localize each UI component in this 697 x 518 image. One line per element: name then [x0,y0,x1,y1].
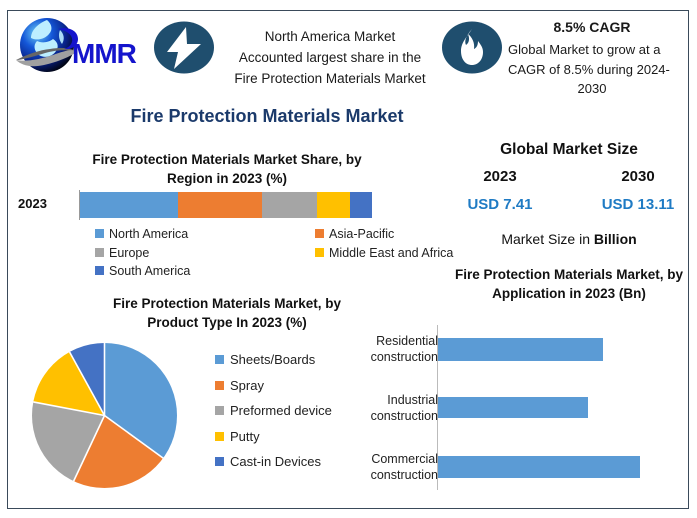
svg-text:MMR: MMR [72,38,137,69]
